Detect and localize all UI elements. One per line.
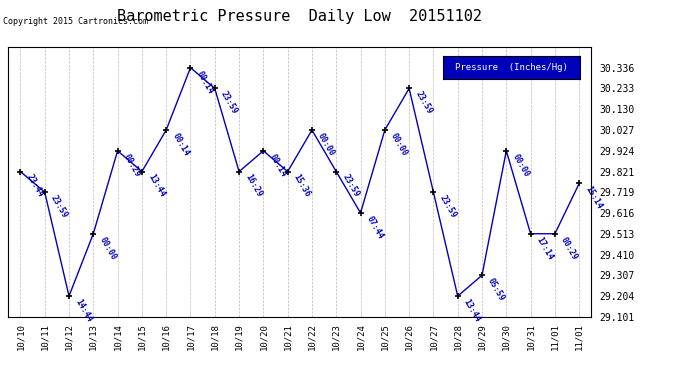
Text: 15:14: 15:14 <box>583 185 604 211</box>
Text: 23:59: 23:59 <box>340 173 361 199</box>
Text: 00:00: 00:00 <box>97 235 118 261</box>
Text: 23:59: 23:59 <box>49 194 69 220</box>
Text: 00:29: 00:29 <box>559 235 580 261</box>
Text: 00:00: 00:00 <box>316 131 337 158</box>
Text: 17:14: 17:14 <box>535 235 555 261</box>
Text: 15:36: 15:36 <box>292 173 312 199</box>
Text: 05:59: 05:59 <box>486 277 506 303</box>
Text: 00:29: 00:29 <box>121 152 142 178</box>
Text: 00:14: 00:14 <box>195 69 215 95</box>
Text: 13:44: 13:44 <box>462 297 482 324</box>
Text: 00:00: 00:00 <box>511 152 531 178</box>
Text: 23:59: 23:59 <box>437 194 458 220</box>
Text: 00:14: 00:14 <box>268 152 288 178</box>
Text: 14:44: 14:44 <box>73 297 93 324</box>
Text: Pressure  (Inches/Hg): Pressure (Inches/Hg) <box>455 63 568 72</box>
Text: 00:00: 00:00 <box>389 131 409 158</box>
Text: Copyright 2015 Cartronics.com: Copyright 2015 Cartronics.com <box>3 17 148 26</box>
Text: 16:29: 16:29 <box>244 173 264 199</box>
Text: 23:44: 23:44 <box>25 173 45 199</box>
Text: 13:44: 13:44 <box>146 173 166 199</box>
Text: 07:44: 07:44 <box>365 214 385 240</box>
Text: 23:59: 23:59 <box>219 90 239 116</box>
Text: Barometric Pressure  Daily Low  20151102: Barometric Pressure Daily Low 20151102 <box>117 9 482 24</box>
Text: 00:14: 00:14 <box>170 131 190 158</box>
Text: 23:59: 23:59 <box>413 90 433 116</box>
